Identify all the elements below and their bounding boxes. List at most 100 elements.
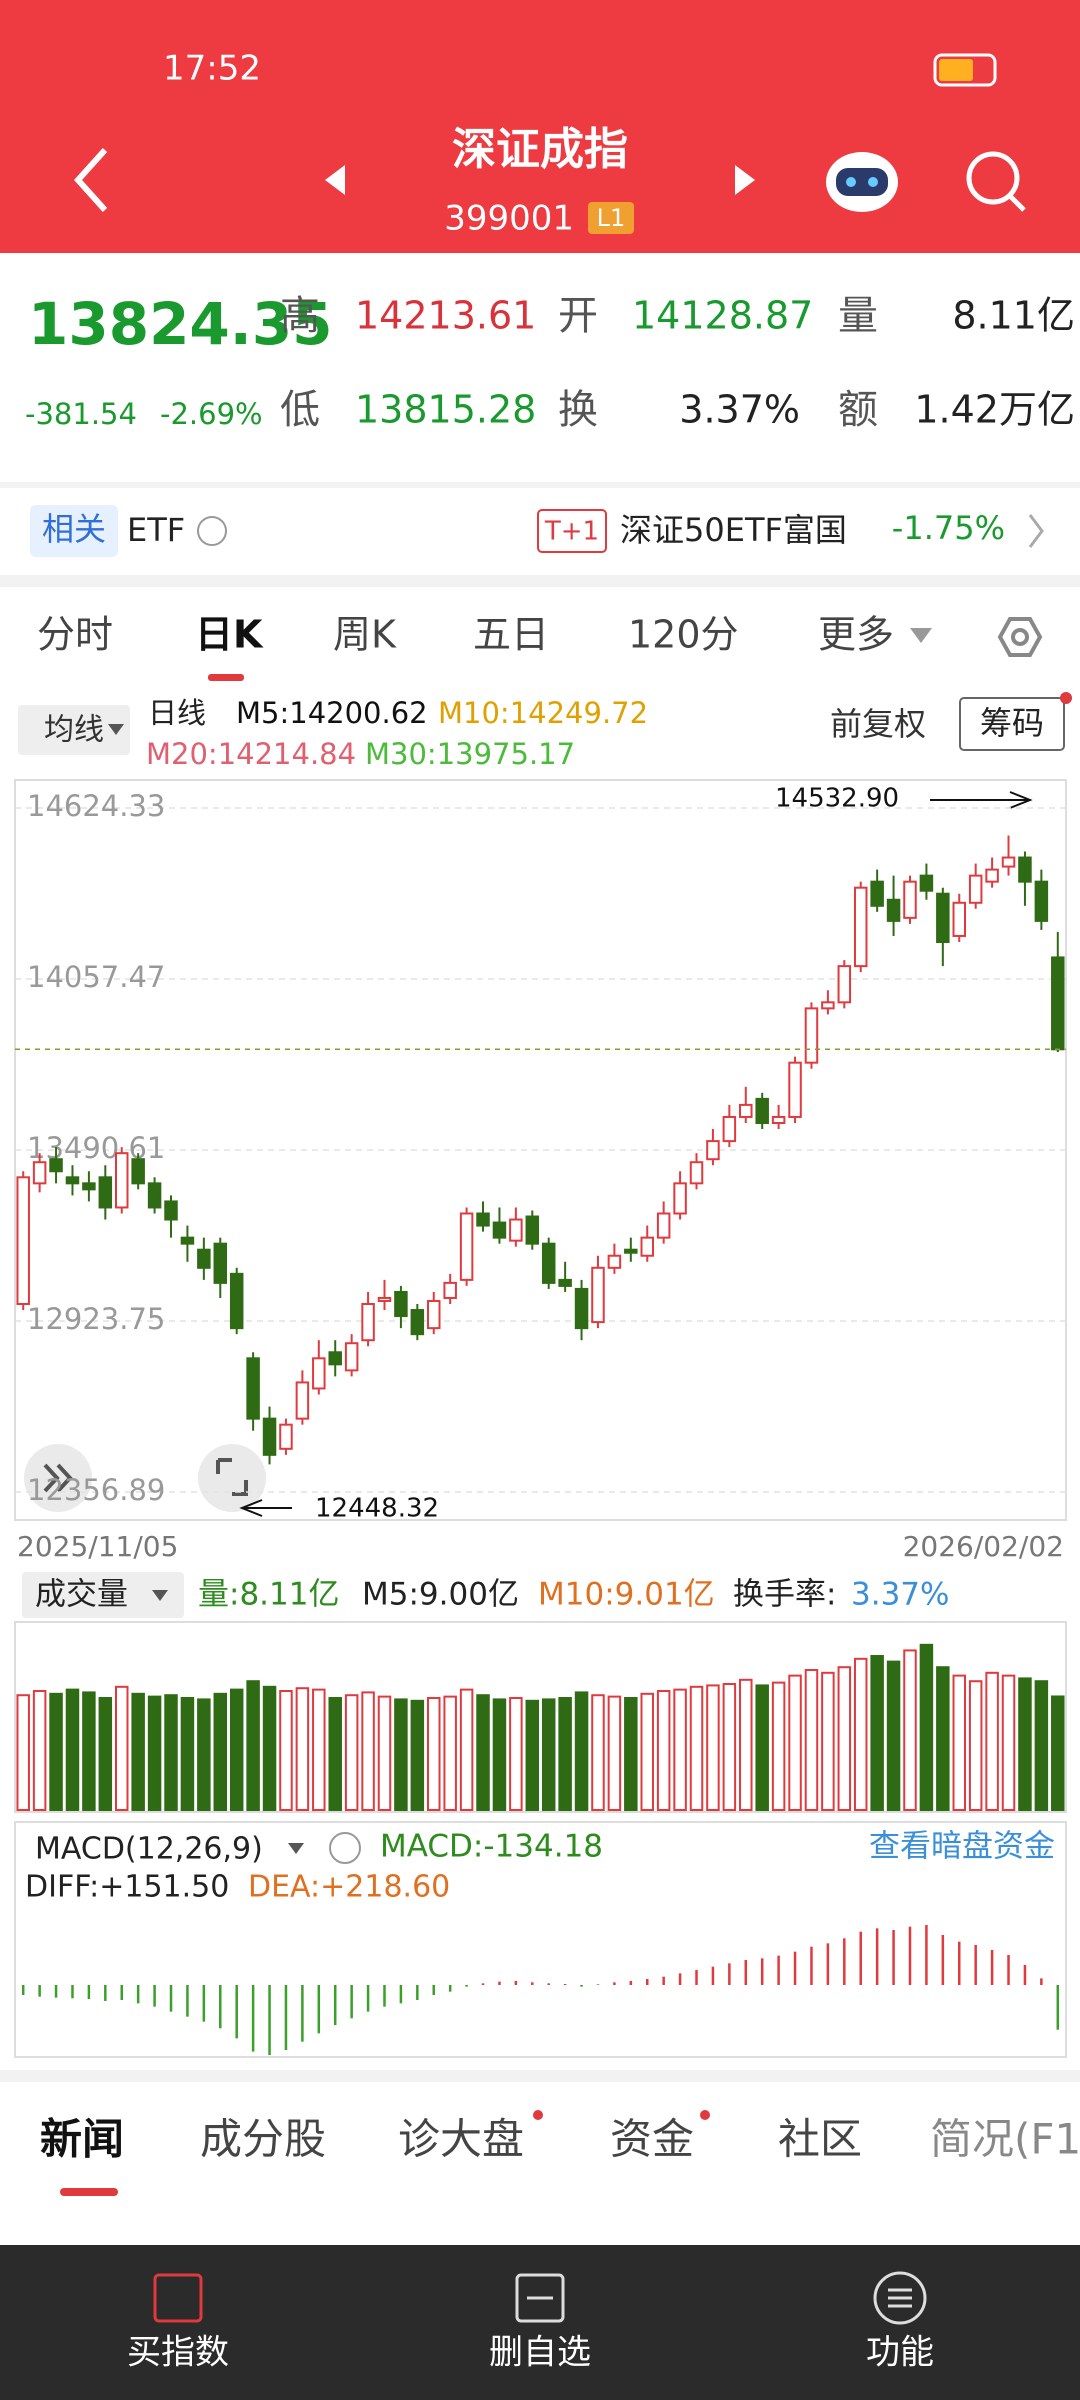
tab[interactable]: 五日 [473,613,549,657]
news-tab[interactable]: 资金 [610,2115,694,2164]
chevron[interactable] [1028,514,1044,548]
chips-button[interactable] [959,697,1065,751]
function-icon[interactable] [873,2271,927,2325]
candle-body [624,1248,638,1254]
volume-bar [410,1699,425,1812]
candle-body [1051,956,1065,1051]
t1-badge [537,509,607,553]
candle-body [968,874,983,904]
field-value: 3.37% [679,388,800,432]
candle-body [410,1309,425,1336]
volume-bar [229,1688,244,1811]
news-tab[interactable]: 社区 [778,2115,862,2164]
bottom-button[interactable]: 功能 [866,2333,934,2373]
ma-item: M20:14214.84 [146,737,356,771]
turnover-label: 换手率: [733,1577,836,1613]
t1-text: T+1 [544,517,599,547]
title: 深证成指 [452,124,628,175]
etf-change: -1.75% [892,509,1005,547]
tab[interactable]: 更多 [818,613,894,657]
x-end: 2026/02/02 [903,1530,1064,1563]
macd-link[interactable]: 查看暗盘资金 [869,1829,1055,1865]
bottom-button[interactable]: 删自选 [489,2333,591,2373]
etf-name[interactable]: 深证50ETF富国 [620,511,847,549]
candle-body [919,874,934,892]
volume-bar [640,1692,654,1811]
volume-item: M10:9.01亿 [538,1577,715,1613]
volume-button[interactable] [22,1572,184,1618]
news-tab[interactable]: 新闻 [40,2115,124,2164]
candle-body [936,892,950,943]
news-tab[interactable]: 诊大盘 [398,2115,524,2164]
search-button[interactable] [966,151,1026,212]
bottom-button[interactable]: 买指数 [127,2333,229,2373]
candle-body [1001,856,1016,868]
volume-bar [968,1680,983,1811]
news-tab[interactable]: 成分股 [200,2115,326,2164]
candle-body [427,1299,441,1330]
tab[interactable]: 120分 [628,613,739,657]
adjust[interactable]: 前复权 [830,705,926,743]
candle-body [541,1242,556,1284]
remove-icon[interactable] [515,2273,565,2323]
divider [0,2070,1080,2082]
volume-bar [607,1695,622,1812]
badge-dot [700,2110,710,2120]
field-value: 8.11亿 [952,294,1075,338]
news-tab[interactable]: 简况(F1 [930,2115,1080,2164]
candle-body [821,1001,835,1010]
fullscreen-button[interactable] [198,1444,266,1512]
volume-bar [279,1690,293,1811]
annotation-arrow [239,1499,292,1517]
back-button[interactable] [73,147,108,213]
volume-bar [673,1688,687,1811]
volume-bar [985,1671,999,1811]
candle-body [98,1176,113,1209]
candle-body [295,1381,310,1420]
candle-body [607,1254,622,1269]
change: -381.54 [25,397,137,431]
prev-button[interactable] [325,165,345,195]
tab[interactable]: 周K [333,613,397,657]
candle-body [492,1221,507,1239]
volume-bar [919,1643,934,1811]
expand-button[interactable] [24,1444,92,1512]
macd-value: MACD:-134.18 [380,1829,603,1865]
buy-icon[interactable] [153,2273,203,2323]
settings-button[interactable] [997,617,1043,657]
tab-underline [208,674,244,681]
volume-bar [377,1695,392,1812]
volume-frame [14,1621,1067,1813]
next-button[interactable] [735,165,755,195]
ma-item: M30:13975.17 [365,737,575,771]
candle-body [574,1287,589,1330]
volume-bar [541,1698,556,1811]
candle-body [213,1242,228,1284]
tab[interactable]: 分时 [37,613,113,657]
field-value: 1.42万亿 [914,388,1075,432]
volume-bar [1018,1677,1032,1812]
candle-body [180,1236,195,1245]
volume-bar [804,1669,819,1812]
volume-bar [114,1685,129,1812]
candle-body [394,1290,408,1318]
volume-bar [312,1688,326,1811]
volume-bar [870,1655,884,1812]
ma-button[interactable] [18,705,130,755]
candle-body [903,880,917,919]
volume-bar [295,1687,310,1812]
tab[interactable]: 日K [195,613,264,657]
volume-bar [1001,1674,1016,1811]
candle-body [739,1103,753,1118]
help-icon[interactable] [329,1832,361,1864]
volume-bar [262,1685,277,1812]
volume-bar [131,1692,145,1811]
price: 13824.35 [28,290,333,358]
robot-button[interactable] [826,152,898,212]
candle-body [131,1158,145,1185]
volume-bar [197,1698,211,1811]
help-icon[interactable] [197,516,227,546]
macd-button[interactable]: MACD(12,26,9) [35,1832,263,1867]
volume-bar [886,1660,901,1812]
